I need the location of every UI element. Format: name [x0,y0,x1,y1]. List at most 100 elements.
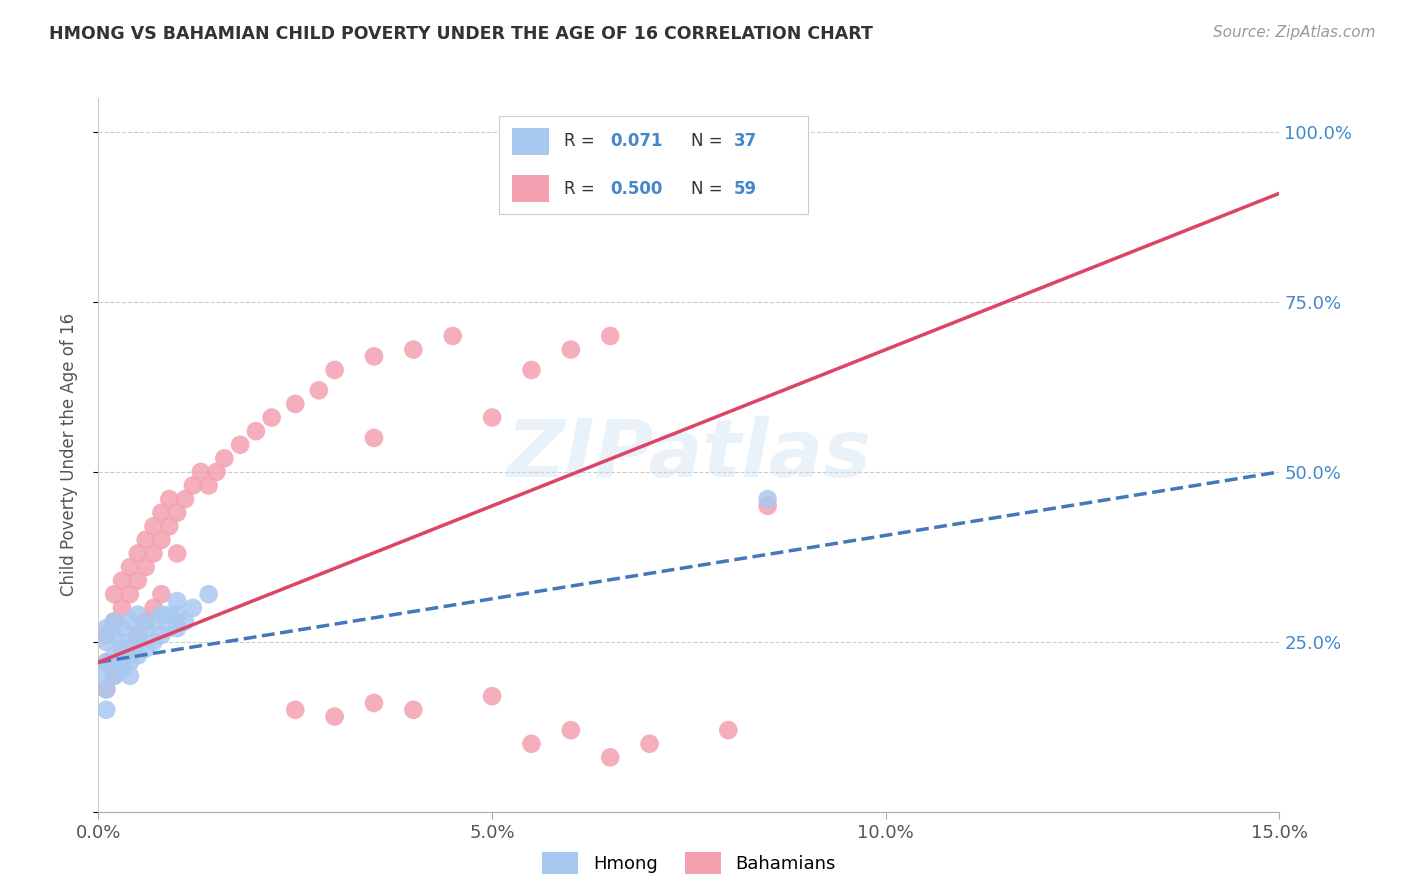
Point [166,546,188,560]
Point [142,600,165,615]
Point [142,615,165,629]
Point [157,519,180,533]
Text: HMONG VS BAHAMIAN CHILD POVERTY UNDER THE AGE OF 16 CORRELATION CHART: HMONG VS BAHAMIAN CHILD POVERTY UNDER TH… [49,25,873,43]
Point [520,737,543,751]
Text: R =: R = [564,179,600,197]
Point [135,621,157,635]
Point [118,615,141,629]
Point [103,669,125,683]
Point [135,641,157,656]
Point [135,560,157,574]
Point [284,397,307,411]
Point [103,669,125,683]
Point [103,587,125,601]
Point [197,478,219,492]
Point [103,615,125,629]
Point [127,574,149,588]
Point [96,628,118,642]
Point [205,465,228,479]
Point [599,329,621,343]
Point [363,431,385,445]
Point [150,628,173,642]
Point [127,607,149,622]
Point [481,410,503,425]
Point [111,641,134,656]
Text: R =: R = [564,133,600,151]
FancyBboxPatch shape [512,175,548,202]
Point [142,546,165,560]
Point [363,696,385,710]
Point [111,655,134,669]
Point [260,410,283,425]
Point [103,615,125,629]
Point [111,574,134,588]
Point [118,560,141,574]
Point [96,703,118,717]
Point [91,669,114,683]
Point [520,363,543,377]
Point [150,506,173,520]
Point [756,499,779,513]
Point [118,641,141,656]
Point [103,628,125,642]
Point [363,350,385,364]
Point [174,492,197,507]
Point [599,750,621,764]
Point [166,594,188,608]
Point [150,587,173,601]
Point [96,621,118,635]
Point [142,635,165,649]
Point [214,451,236,466]
Point [717,723,740,738]
Point [441,329,464,343]
Text: 37: 37 [734,133,758,151]
Point [481,689,503,703]
Point [96,682,118,697]
Legend: Hmong, Bahamians: Hmong, Bahamians [536,845,842,881]
Point [229,438,252,452]
Y-axis label: Child Poverty Under the Age of 16: Child Poverty Under the Age of 16 [59,313,77,597]
Point [127,648,149,663]
Text: N =: N = [690,179,728,197]
Point [323,363,346,377]
Point [402,703,425,717]
Point [157,621,180,635]
Point [402,343,425,357]
Point [166,506,188,520]
Point [135,615,157,629]
Point [127,546,149,560]
Point [157,492,180,507]
Text: 0.071: 0.071 [610,133,664,151]
Point [111,621,134,635]
Text: 59: 59 [734,179,758,197]
Point [96,682,118,697]
Text: Source: ZipAtlas.com: Source: ZipAtlas.com [1212,25,1375,40]
Point [96,655,118,669]
Point [150,533,173,547]
Point [103,648,125,663]
Point [560,723,582,738]
Point [181,600,204,615]
Point [190,465,212,479]
Point [638,737,661,751]
Point [197,587,219,601]
Point [150,607,173,622]
Point [118,587,141,601]
Point [135,533,157,547]
Point [111,655,134,669]
Point [142,519,165,533]
Point [96,635,118,649]
Point [756,492,779,507]
Point [174,615,197,629]
Text: 0.500: 0.500 [610,179,662,197]
Point [127,628,149,642]
Text: N =: N = [690,133,728,151]
Point [127,628,149,642]
Point [111,662,134,676]
Point [308,384,330,398]
Point [118,669,141,683]
Point [560,343,582,357]
Point [181,478,204,492]
Point [118,655,141,669]
Point [111,600,134,615]
